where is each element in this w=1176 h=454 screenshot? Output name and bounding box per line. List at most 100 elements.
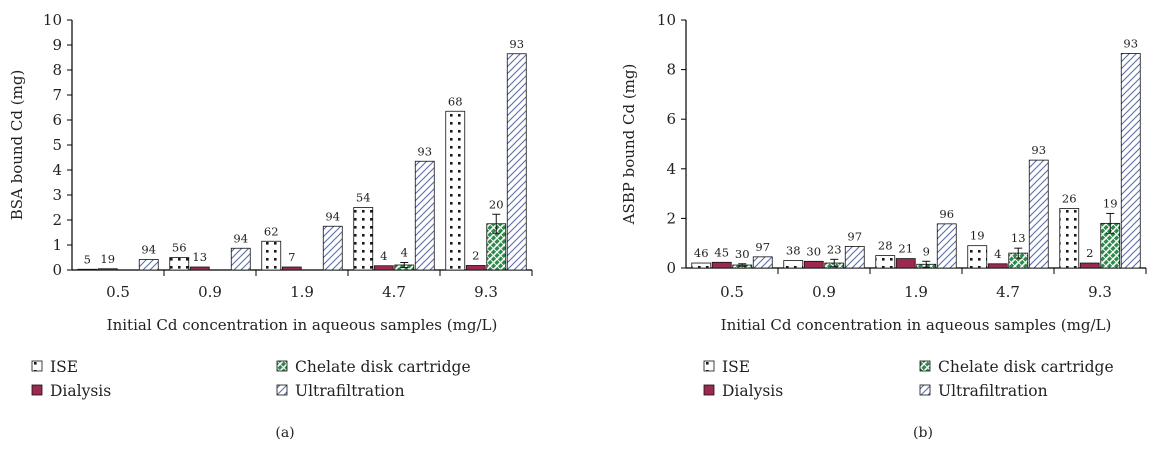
data-label: 45	[714, 245, 729, 259]
bar-ultrafiltration	[230, 247, 251, 271]
x-tick-label: 9.3	[1088, 283, 1112, 301]
bar-dialysis	[189, 266, 210, 271]
legend-swatch-chelate	[276, 360, 288, 372]
data-label: 96	[939, 207, 954, 221]
y-tick-label: 7	[52, 86, 62, 104]
legend-swatch-dialysis	[703, 384, 715, 396]
bar-ultrafiltration	[844, 246, 865, 269]
bar-ultrafiltration	[752, 256, 773, 269]
bar-ise	[77, 268, 98, 271]
data-label: 20	[489, 197, 504, 211]
data-label: 4	[401, 246, 408, 260]
y-tick-label: 0	[52, 261, 62, 279]
x-tick-label: 0.9	[198, 283, 222, 301]
y-tick-label: 5	[52, 136, 62, 154]
data-label: 54	[356, 191, 371, 205]
x-tick-label: 4.7	[996, 283, 1020, 301]
data-label: 26	[1062, 191, 1077, 205]
data-label: 28	[878, 239, 893, 253]
bar-ise	[353, 207, 374, 271]
data-label: 38	[786, 244, 801, 258]
data-label: 2	[472, 249, 479, 263]
bar-dialysis	[281, 266, 302, 271]
panel-label: (a)	[275, 425, 294, 441]
data-label: 62	[264, 224, 279, 238]
y-tick-label: 10	[43, 11, 62, 29]
data-label: 9	[923, 244, 930, 258]
data-label: 19	[100, 252, 115, 266]
bar-dialysis	[465, 265, 486, 271]
data-label: 97	[847, 229, 862, 243]
y-tick-label: 2	[52, 211, 62, 229]
bar-dialysis	[373, 265, 394, 271]
x-axis-title: Initial Cd concentration in aqueous samp…	[721, 316, 1112, 334]
legend-label: Dialysis	[722, 382, 783, 400]
data-label: 93	[417, 144, 432, 158]
legend-label: Chelate disk cartridge	[295, 358, 471, 376]
data-label: 13	[192, 250, 207, 264]
data-label: 68	[448, 94, 463, 108]
y-tick-label: 2	[666, 209, 676, 227]
data-label: 4	[994, 247, 1001, 261]
legend-swatch-ise	[31, 360, 43, 372]
legend-label: Chelate disk cartridge	[938, 358, 1114, 376]
y-tick-label: 6	[666, 110, 676, 128]
legend-label: Dialysis	[50, 382, 111, 400]
data-label: 94	[325, 209, 340, 223]
bar-ultrafiltration	[138, 259, 159, 271]
legend-label: ISE	[50, 358, 78, 376]
bar-dialysis	[803, 260, 824, 269]
bar-ise	[1059, 208, 1080, 269]
legend-swatch-ultrafiltration	[919, 384, 931, 396]
legend-swatch-ultrafiltration	[276, 384, 288, 396]
x-tick-label: 1.9	[290, 283, 314, 301]
bar-ultrafiltration	[1028, 159, 1049, 269]
data-label: 19	[970, 229, 985, 243]
y-tick-label: 0	[666, 259, 676, 277]
y-axis-title: ASBP bound Cd (mg)	[620, 64, 638, 226]
bar-dialysis	[711, 261, 732, 269]
panel-label: (b)	[913, 425, 933, 441]
bar-ise	[967, 245, 988, 269]
data-label: 19	[1103, 196, 1118, 210]
bar-ultrafiltration	[936, 223, 957, 269]
x-tick-label: 9.3	[474, 283, 498, 301]
data-label: 21	[898, 242, 913, 256]
legend-swatch-chelate	[919, 360, 931, 372]
bar-ise	[169, 257, 190, 271]
data-label: 93	[1031, 143, 1046, 157]
data-label: 30	[806, 244, 821, 258]
bar-ultrafiltration	[1120, 53, 1141, 269]
y-tick-label: 9	[52, 36, 62, 54]
legend-swatch-ise	[703, 360, 715, 372]
y-tick-label: 4	[52, 161, 62, 179]
bar-ise	[875, 255, 896, 269]
data-label: 97	[755, 240, 770, 254]
x-tick-label: 0.5	[106, 283, 130, 301]
data-label: 93	[1123, 36, 1138, 50]
bar-ultrafiltration	[414, 160, 435, 271]
legend-swatch-dialysis	[31, 384, 43, 396]
data-label: 4	[380, 249, 387, 263]
legend-label: Ultrafiltration	[938, 382, 1048, 400]
data-label: 56	[172, 241, 187, 255]
data-label: 23	[827, 242, 842, 256]
bar-dialysis	[987, 263, 1008, 269]
y-tick-label: 8	[666, 61, 676, 79]
data-label: 5	[84, 252, 91, 266]
bar-ise	[691, 262, 712, 269]
y-tick-label: 6	[52, 111, 62, 129]
y-tick-label: 8	[52, 61, 62, 79]
data-label: 30	[735, 247, 750, 261]
data-label: 7	[288, 250, 295, 264]
x-tick-label: 0.9	[812, 283, 836, 301]
data-label: 13	[1011, 231, 1026, 245]
x-tick-label: 4.7	[382, 283, 406, 301]
bar-ise	[261, 240, 282, 271]
y-axis-title: BSA bound Cd (mg)	[8, 70, 26, 221]
bar-ise	[783, 260, 804, 269]
